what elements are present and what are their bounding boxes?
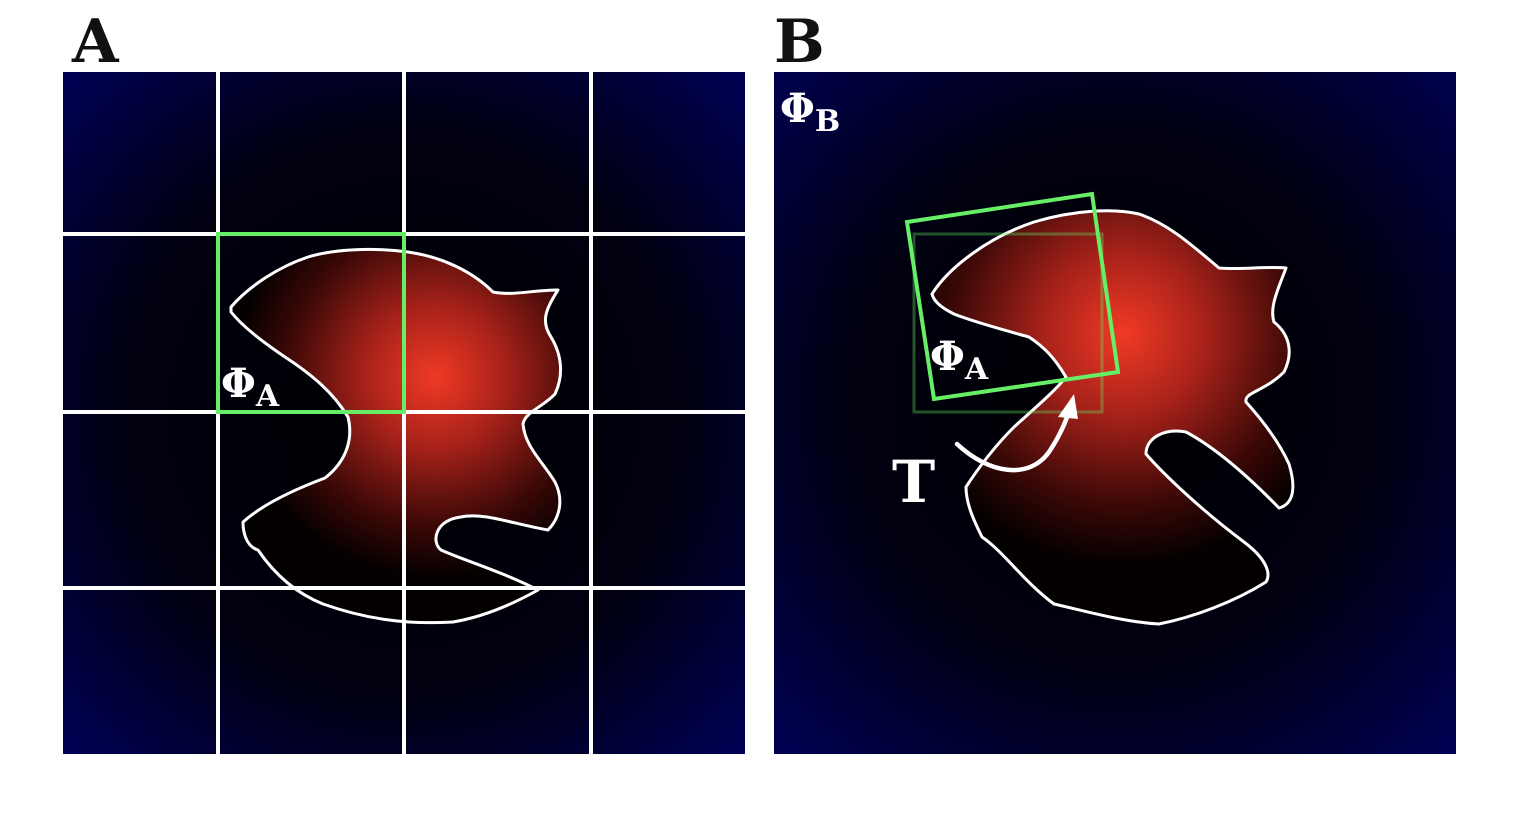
phi-b-label: ΦB [780,85,840,139]
transform-label: T [892,448,935,516]
phi-a-window-label: ΦA [930,333,989,387]
panel-b-image: ΦB ΦA T [774,72,1456,754]
transform-arrowhead-icon [1058,394,1078,419]
panel-a-image: ΦA [63,72,745,754]
shape-contour [229,247,562,625]
shape-contour [930,209,1295,626]
shape-fill [932,210,1293,624]
transform-arrow [954,405,1073,473]
phi-a-label: ΦA [221,360,280,414]
transformed-window-box [904,191,1121,402]
original-window-box [912,232,1104,414]
panel-b-label: B [774,7,825,77]
panel-a-label: A [72,7,119,77]
window-box [216,232,406,414]
shape-fill [231,249,561,623]
